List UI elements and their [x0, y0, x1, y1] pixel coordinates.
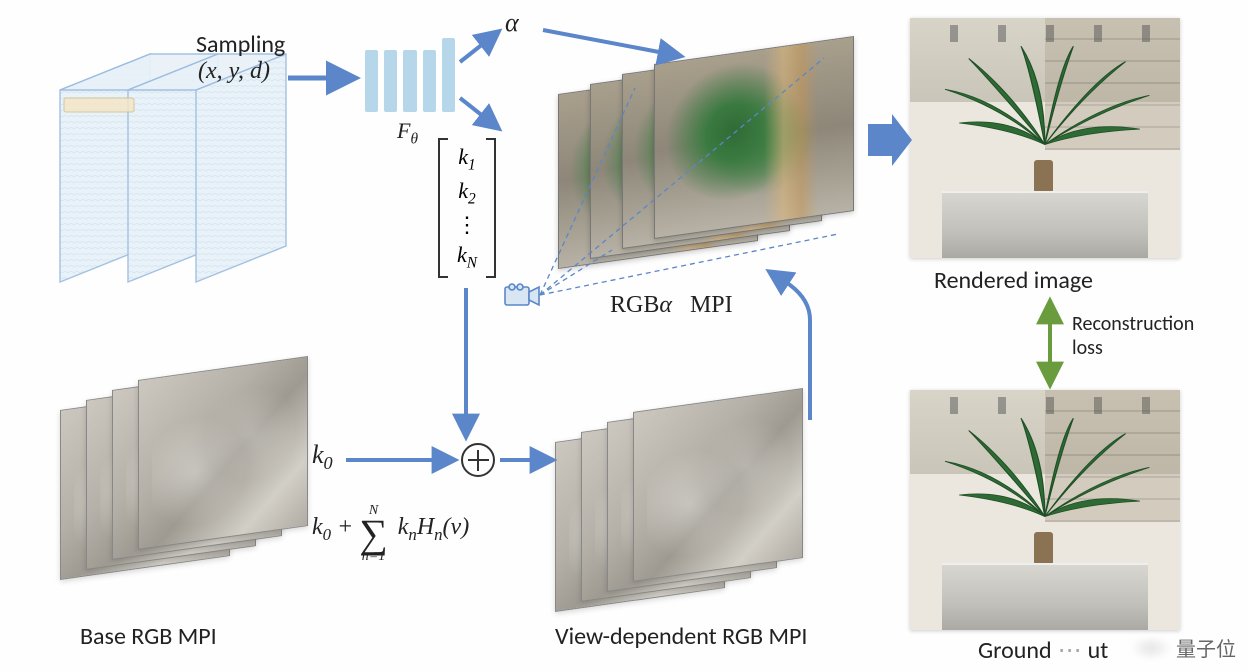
rendered-label: Rendered image: [934, 266, 1093, 295]
ground-truth-image: [910, 390, 1180, 630]
k0-label: k0: [312, 440, 333, 474]
ground-truth-label: Ground⋯ut: [978, 636, 1108, 665]
camera-icon: [504, 282, 540, 308]
rgba-mpi-label: RGBα MPI: [610, 292, 733, 319]
k-vector: k1 k2 ⋮ kN: [438, 138, 496, 278]
neural-net-icon: [365, 50, 455, 112]
watermark: 量子位: [1130, 633, 1236, 662]
base-mpi-stack: [60, 368, 340, 598]
rendered-image: [910, 18, 1180, 258]
sum-formula: k0 + N ∑ n=1 knHn(v): [312, 498, 522, 558]
recon-loss-label: Reconstruction loss: [1072, 312, 1194, 360]
oplus-icon: [461, 443, 495, 477]
view-mpi-label: View-dependent RGB MPI: [555, 622, 807, 651]
sampling-label: Sampling: [196, 30, 285, 59]
xyd-label: (x, y, d): [198, 58, 270, 85]
rgba-mpi-stack: [558, 50, 878, 300]
base-mpi-label: Base RGB MPI: [80, 622, 217, 651]
alpha-label: α: [505, 8, 519, 38]
view-mpi-stack: [555, 400, 835, 630]
ftheta-label: Fθ: [397, 118, 418, 148]
